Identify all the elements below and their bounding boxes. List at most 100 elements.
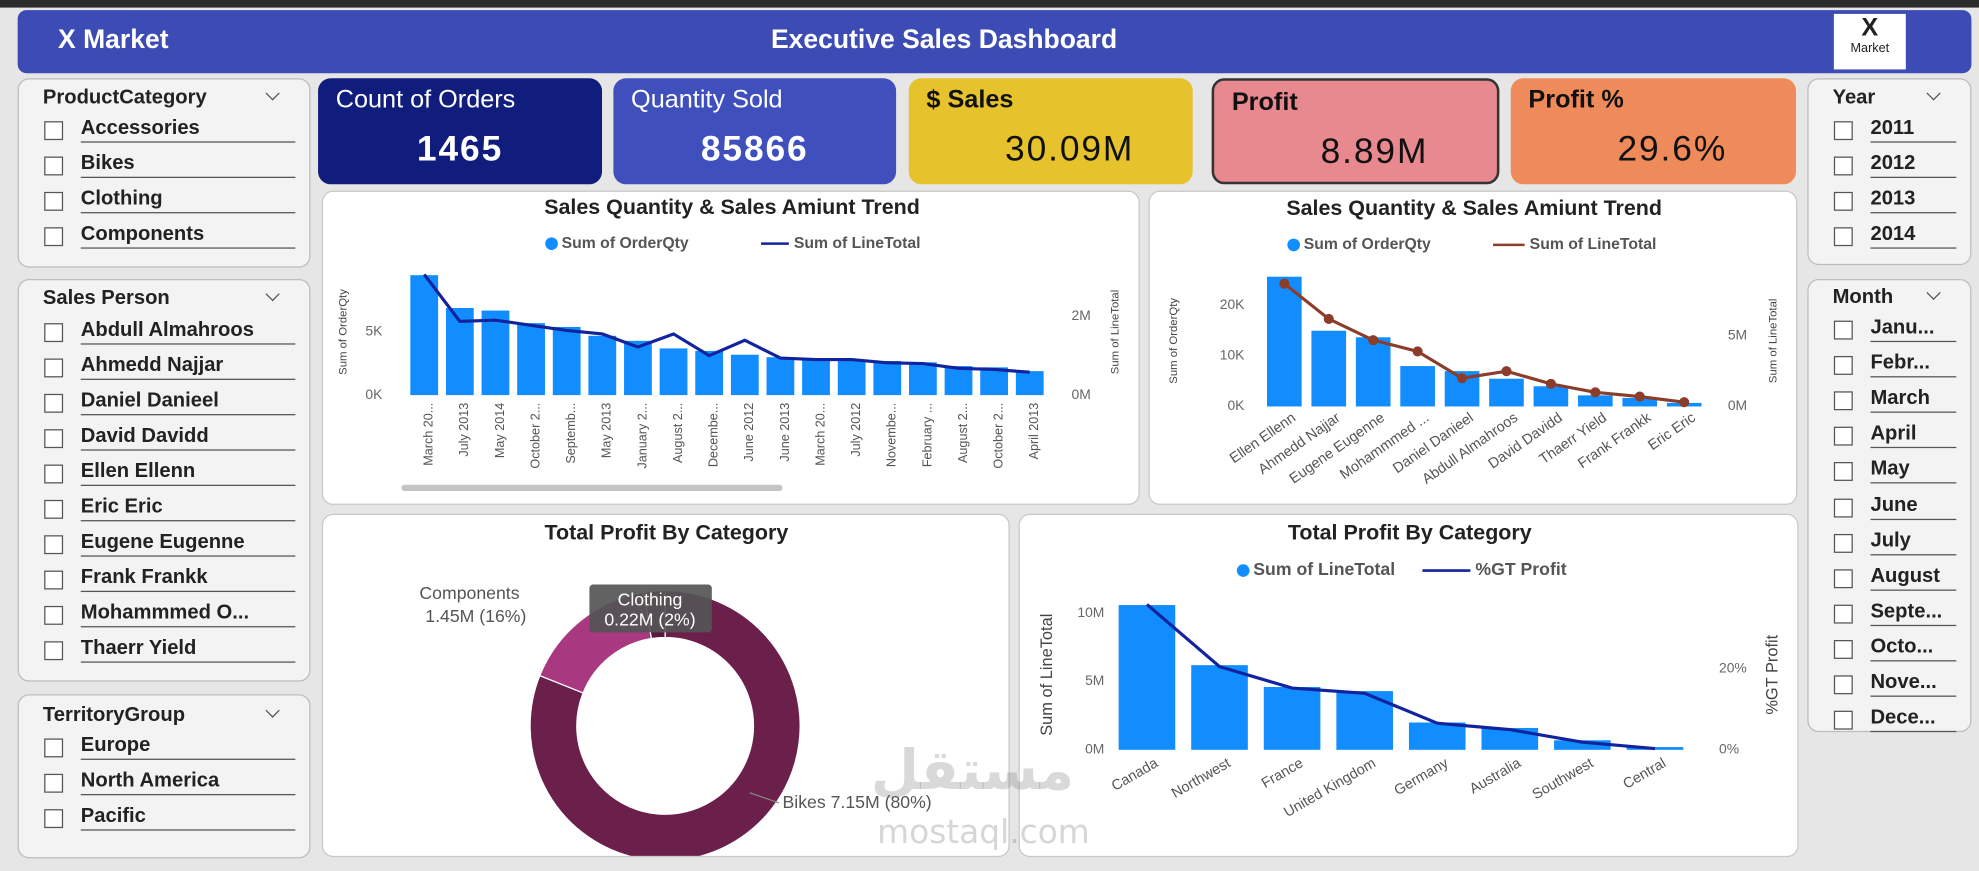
bar [980, 367, 1009, 396]
slicer-item[interactable]: August [1870, 565, 1957, 591]
slicer-item[interactable]: May [1870, 459, 1957, 484]
y-axis-title: Sum of OrderQty [1168, 298, 1180, 384]
kpi-label: Count of Orders [335, 85, 516, 114]
checkbox[interactable] [1833, 191, 1853, 211]
checkbox[interactable] [1833, 427, 1853, 446]
slicer-item[interactable]: Thaerr Yield [80, 637, 296, 663]
slicer-item[interactable]: Eugene Eugenne [80, 531, 296, 557]
slicer-item[interactable]: Components [80, 223, 296, 249]
checkbox[interactable] [44, 499, 64, 519]
checkbox[interactable] [1833, 533, 1853, 553]
checkbox[interactable] [1833, 320, 1853, 340]
checkbox[interactable] [44, 570, 64, 590]
y-axis-title: Sum of LineTotal [1038, 614, 1056, 736]
line-marker [1501, 366, 1512, 377]
slicer-item[interactable]: Octo... [1870, 636, 1957, 662]
slicer-item[interactable]: Frank Frankk [80, 567, 296, 593]
slicer-item[interactable]: April [1870, 423, 1957, 449]
slicer-item[interactable]: Daniel Danieel [80, 390, 296, 416]
kpi-value: 1465 [416, 128, 504, 168]
checkbox[interactable] [44, 641, 64, 661]
slicer-item[interactable]: Septe... [1870, 601, 1957, 626]
checkbox[interactable] [44, 191, 64, 211]
slicer-item[interactable]: David Davidd [80, 425, 296, 451]
x-tick-label: May 2013 [600, 403, 614, 458]
checkbox[interactable] [44, 535, 64, 555]
checkbox[interactable] [1833, 710, 1853, 730]
checkbox[interactable] [1833, 497, 1853, 517]
checkbox[interactable] [44, 429, 64, 449]
bar [517, 323, 545, 396]
slicer-item[interactable]: July [1870, 530, 1957, 555]
slicer-item[interactable]: 2014 [1870, 223, 1957, 249]
slicer-item[interactable]: Febr... [1870, 352, 1957, 378]
logo-mark: X [1861, 13, 1879, 42]
checkbox[interactable] [44, 773, 64, 793]
slice-label: Bikes 7.15M (80%) [783, 792, 932, 812]
checkbox[interactable] [44, 121, 64, 141]
checkbox[interactable] [44, 156, 64, 176]
x-tick-label: August 2... [956, 403, 970, 463]
chart-panel [1148, 190, 1798, 505]
y2-axis-title: Sum of LineTotal [1767, 299, 1779, 384]
line-marker [1323, 313, 1334, 324]
checkbox[interactable] [44, 227, 64, 247]
slicer-title: Sales Person [42, 287, 170, 310]
slicer-item[interactable]: Pacific [80, 805, 296, 831]
x-tick-label: July 2012 [849, 403, 863, 457]
x-tick-label: Australia [1467, 755, 1525, 798]
slicer-item[interactable]: Ahmedd Najjar [80, 355, 296, 380]
chart-title: Total Profit By Category [545, 521, 789, 545]
bar [481, 310, 510, 396]
slicer-item[interactable]: 2013 [1870, 188, 1957, 214]
checkbox[interactable] [1833, 391, 1853, 411]
checkbox[interactable] [1833, 356, 1853, 376]
checkbox[interactable] [1833, 121, 1853, 141]
slicer-item[interactable]: Abdull Almahroos [80, 319, 296, 345]
checkbox[interactable] [1833, 227, 1853, 247]
x-tick-label: March 20... [813, 403, 827, 466]
bar [944, 366, 973, 396]
checkbox[interactable] [44, 605, 64, 625]
slicer-item[interactable]: Mohammmed O... [80, 602, 296, 628]
kpi-card: Profit % 29.6% [1510, 78, 1796, 185]
slicer-item[interactable]: March [1870, 388, 1957, 414]
checkbox[interactable] [44, 464, 64, 484]
x-tick-label: January 2... [635, 403, 649, 469]
slicer-item[interactable]: Ellen Ellenn [80, 461, 296, 486]
checkbox[interactable] [44, 358, 64, 378]
y-tick-label: 10K [1220, 347, 1245, 363]
kpi-card: Profit 8.89M [1211, 78, 1500, 185]
brand: X Market [58, 25, 169, 55]
kpi-label: $ Sales [926, 85, 1014, 114]
checkbox[interactable] [1833, 604, 1853, 624]
bar [659, 348, 688, 396]
slicer-item[interactable]: 2011 [1870, 117, 1957, 143]
y-axis-title: Sum of OrderQty [337, 289, 349, 375]
slicer-item[interactable]: June [1870, 494, 1957, 520]
slicer-item[interactable]: Nove... [1870, 672, 1957, 697]
checkbox[interactable] [1833, 639, 1853, 659]
slicer-item[interactable]: North America [80, 770, 296, 796]
checkbox[interactable] [1833, 462, 1853, 482]
checkbox[interactable] [44, 809, 64, 829]
slicer-item[interactable]: Clothing [80, 188, 296, 214]
checkbox[interactable] [1833, 675, 1853, 695]
bar [588, 335, 617, 396]
checkbox[interactable] [1833, 568, 1853, 588]
slicer-item[interactable]: Janu... [1870, 317, 1957, 343]
checkbox[interactable] [44, 393, 64, 413]
kpi-card: Count of Orders 1465 [318, 78, 603, 185]
slicer-item[interactable]: Accessories [80, 117, 296, 143]
checkbox[interactable] [44, 738, 64, 758]
slicer-item[interactable]: Dece... [1870, 707, 1957, 733]
checkbox[interactable] [44, 323, 64, 343]
kpi-value: 29.6% [1617, 128, 1728, 168]
slicer-item[interactable]: Bikes [80, 153, 296, 178]
checkbox[interactable] [1833, 156, 1853, 176]
slicer-item[interactable]: Europe [80, 735, 296, 760]
slicer-item[interactable]: Eric Eric [80, 496, 296, 522]
slicer-item[interactable]: 2012 [1870, 153, 1957, 178]
chart-panel [321, 513, 1010, 858]
